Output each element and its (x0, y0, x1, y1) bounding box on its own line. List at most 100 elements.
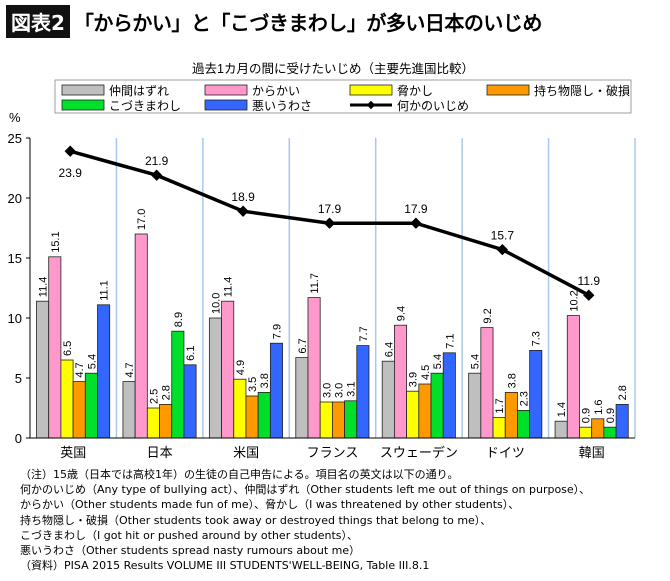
note-line: こづきまわし（I got hit or pushed around by oth… (20, 528, 358, 542)
bar (233, 378, 247, 439)
bar-data-label: 17.0 (136, 209, 148, 230)
line-marker (410, 217, 422, 229)
bar-data-label: 10.0 (210, 293, 222, 314)
bar-data-label: 4.5 (420, 365, 432, 380)
line-marker (323, 217, 336, 229)
x-tick-label: 韓国 (579, 445, 605, 460)
bar (615, 403, 629, 439)
note-line: 何かのいじめ（Any type of bullying act）、仲間はずれ（O… (20, 483, 591, 497)
bar-data-label: 3.8 (259, 373, 271, 388)
x-tick-label: 米国 (233, 445, 259, 460)
bar-data-label: 1.4 (556, 402, 568, 417)
bar (159, 403, 173, 439)
y-tick-label: 5 (15, 371, 22, 386)
line-data-label: 15.7 (491, 229, 515, 243)
bar-data-label: 2.8 (617, 385, 629, 400)
bar (245, 395, 259, 439)
bar-data-label: 9.4 (396, 306, 408, 321)
bar-data-label: 3.0 (333, 383, 345, 398)
bar (208, 317, 222, 439)
x-tick-label: スウェーデン (380, 445, 458, 460)
bar-data-label: 1.7 (494, 398, 506, 413)
notes: （注）15歳（日本では高校1年）の生徒の自己申告による。項目名の英文は以下の通り… (20, 467, 590, 573)
bar-data-label: 3.0 (321, 383, 333, 398)
bar-data-label: 11.7 (309, 273, 321, 294)
legend-swatch (204, 99, 248, 111)
line-marker (583, 289, 595, 301)
legend-swatch (61, 84, 105, 96)
bar (122, 381, 136, 439)
bar-data-label: 4.9 (235, 360, 247, 375)
bar-data-label: 5.4 (86, 354, 98, 369)
bar-data-label: 2.8 (161, 385, 173, 400)
y-tick-label: 15 (8, 251, 22, 266)
x-tick-label: 日本 (147, 445, 173, 460)
legend-swatch (349, 84, 393, 96)
bar (60, 359, 74, 439)
note-line: （資料）PISA 2015 Results VOLUME III STUDENT… (20, 559, 430, 573)
bar (356, 345, 370, 439)
line-data-label: 11.9 (578, 274, 601, 288)
bar (394, 324, 408, 439)
note-line: 悪いうわさ（Other students spread nasty rumour… (20, 544, 361, 558)
bar-data-label: 7.1 (444, 334, 456, 349)
line-data-label: 17.9 (318, 202, 342, 216)
bar-data-label: 7.9 (271, 324, 283, 339)
bar (554, 420, 568, 439)
bar (492, 417, 506, 439)
bar (146, 407, 160, 439)
legend-swatch-marker (366, 100, 376, 110)
bar (257, 391, 271, 439)
bar (48, 256, 62, 439)
x-tick-label: 英国 (60, 445, 86, 460)
chart: 過去1カ月の間に受けたいじめ（主要先進国比較） 仲間はずれ からかい 脅かし 持ち物隠… (8, 61, 636, 460)
bar-data-label: 7.3 (531, 331, 543, 346)
legend-label: 何かのいじめ (397, 99, 469, 113)
bar (529, 349, 543, 439)
bar (418, 383, 432, 439)
bar-data-label: 5.4 (470, 354, 482, 369)
line-marker (237, 205, 249, 217)
bar-data-label: 6.4 (383, 342, 395, 357)
legend-label: こづきまわし (109, 99, 181, 113)
bar-data-label: 3.1 (346, 382, 358, 397)
y-tick-label: 20 (8, 191, 22, 206)
bar-data-label: 0.9 (581, 408, 593, 423)
bar (269, 342, 283, 439)
bar (84, 372, 98, 439)
figure-header: 図表2 「からかい」と「こづきまわし」が多い日本のいじめ (6, 4, 542, 38)
bar (504, 391, 518, 439)
bar (566, 315, 580, 439)
bar (517, 409, 531, 439)
line-data-label: 21.9 (145, 154, 169, 168)
legend-swatch (486, 84, 530, 96)
chart-title: 過去1カ月の間に受けたいじめ（主要先進国比較） (192, 61, 474, 76)
bar (344, 400, 358, 439)
bar-data-label: 10.2 (568, 290, 580, 311)
legend-box (54, 79, 632, 114)
bar-data-label: 0.9 (605, 408, 617, 423)
bar-data-label: 9.2 (482, 308, 494, 323)
bar-data-label: 6.1 (185, 346, 197, 361)
bar (442, 352, 456, 439)
bar (36, 300, 50, 439)
bar (579, 426, 593, 439)
bar (430, 372, 444, 439)
bar-data-label: 2.3 (519, 391, 531, 406)
bar-data-label: 2.5 (148, 389, 160, 404)
bar-data-label: 7.7 (358, 326, 370, 341)
line-data-label: 18.9 (231, 190, 255, 204)
legend-label: 悪いうわさ (252, 99, 312, 113)
line-data-label: 17.9 (404, 202, 428, 216)
bar-data-label: 3.8 (506, 373, 518, 388)
bar-data-label: 4.7 (74, 362, 86, 377)
bar (591, 418, 605, 439)
y-axis-label: % (9, 110, 21, 125)
y-tick-label: 25 (8, 131, 22, 146)
legend-label: からかい (252, 84, 300, 98)
note-line: （注）15歳（日本では高校1年）の生徒の自己申告による。項目名の英文は以下の通り… (20, 468, 459, 481)
line-marker (496, 243, 509, 256)
bar (468, 372, 482, 439)
note-line: からかい（Other students made fun of me）、脅かし（… (20, 498, 520, 512)
bar (171, 330, 185, 439)
